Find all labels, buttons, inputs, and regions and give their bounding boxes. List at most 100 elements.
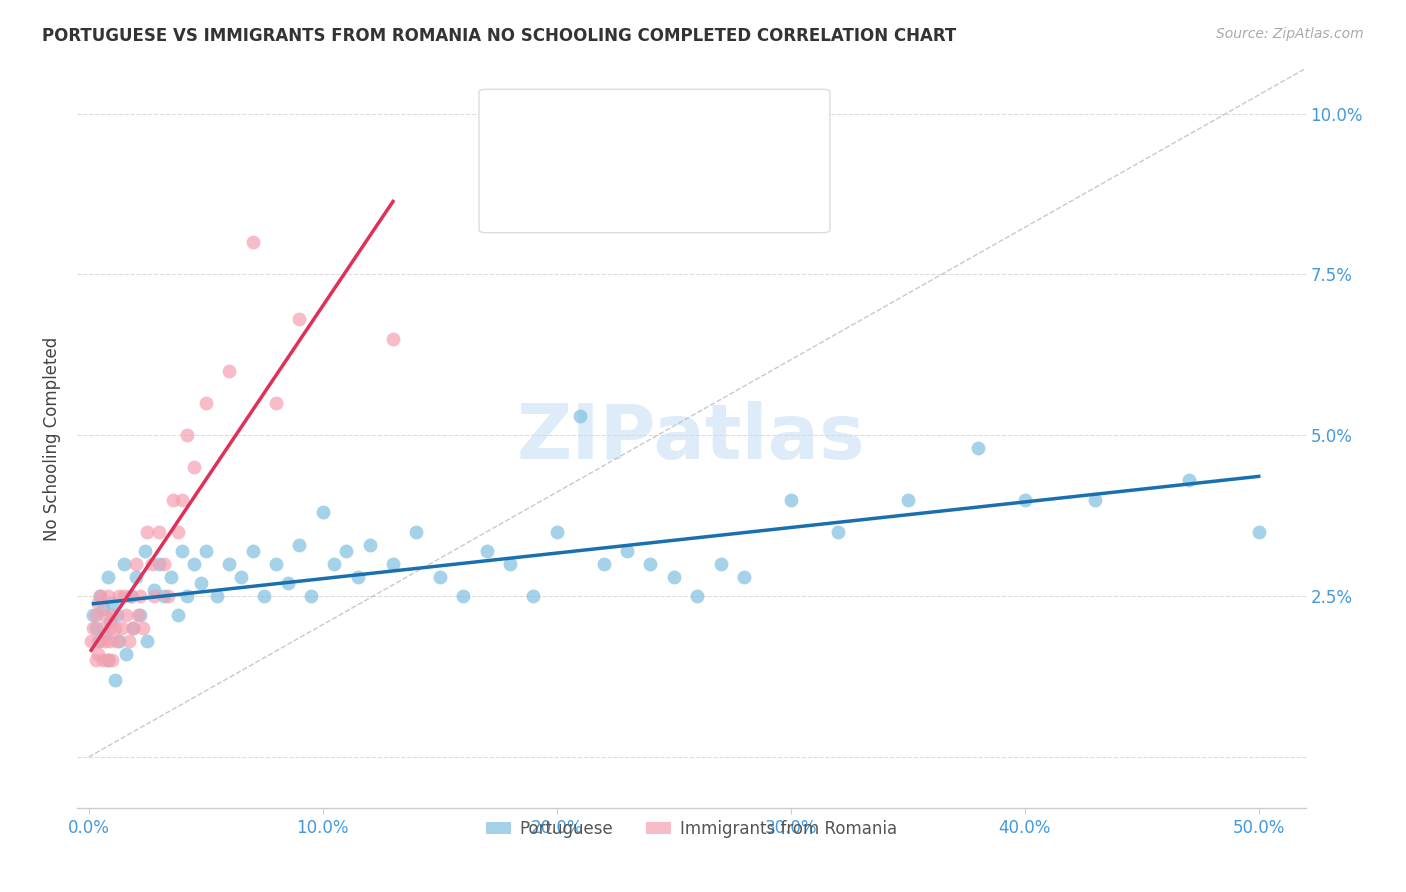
Point (522, 589, 544, 603)
Point (89, 589, 111, 603)
Point (166, 608, 188, 623)
Point (103, 621, 125, 635)
Point (108, 634, 131, 648)
Point (299, 589, 322, 603)
Text: ZIPatlas: ZIPatlas (517, 401, 866, 475)
Point (229, 570, 252, 584)
Point (98, 634, 121, 648)
Point (91, 653, 114, 667)
Point (122, 621, 145, 635)
Point (84, 653, 107, 667)
Point (136, 634, 159, 648)
Point (242, 544, 264, 558)
Point (183, 460, 205, 475)
Point (103, 673, 125, 687)
Point (1014, 492, 1036, 507)
Point (84, 621, 107, 635)
Point (172, 492, 194, 507)
Point (91, 621, 114, 635)
Point (127, 608, 149, 623)
Point (115, 608, 138, 623)
Point (89, 634, 111, 648)
Point (176, 589, 198, 603)
Point (82, 621, 104, 635)
Point (131, 621, 153, 635)
Point (87, 596, 110, 610)
Point (124, 557, 146, 571)
Point (499, 557, 522, 571)
Point (148, 557, 170, 571)
Point (157, 589, 180, 603)
Point (616, 544, 638, 558)
Point (733, 570, 755, 584)
Point (166, 524, 188, 539)
Point (709, 557, 731, 571)
Point (98, 615, 121, 629)
Point (96, 570, 118, 584)
Point (176, 428, 198, 442)
Point (101, 653, 124, 667)
Text: PORTUGUESE VS IMMIGRANTS FROM ROMANIA NO SCHOOLING COMPLETED CORRELATION CHART: PORTUGUESE VS IMMIGRANTS FROM ROMANIA NO… (42, 27, 956, 45)
Point (1177, 473, 1199, 487)
Point (194, 544, 217, 558)
Point (87, 647, 110, 661)
Point (143, 589, 166, 603)
Point (662, 570, 685, 584)
Point (277, 576, 299, 591)
Point (101, 596, 124, 610)
Point (218, 364, 240, 378)
Point (429, 570, 451, 584)
Point (120, 589, 142, 603)
Point (592, 557, 614, 571)
Point (94, 634, 117, 648)
Point (101, 608, 124, 623)
Point (264, 557, 287, 571)
Point (381, 332, 404, 346)
Point (381, 557, 404, 571)
Point (112, 589, 135, 603)
Point (129, 589, 152, 603)
Point (98, 621, 121, 635)
Point (288, 538, 311, 552)
Point (779, 492, 801, 507)
Point (124, 570, 146, 584)
Point (475, 544, 498, 558)
Point (148, 524, 170, 539)
Point (827, 524, 849, 539)
Point (143, 582, 166, 597)
Point (172, 544, 194, 558)
Point (242, 235, 264, 250)
Point (359, 538, 381, 552)
Point (159, 570, 181, 584)
Point (405, 524, 427, 539)
Point (253, 589, 276, 603)
Point (84, 608, 107, 623)
Point (112, 557, 135, 571)
Point (96, 589, 118, 603)
Point (967, 441, 990, 455)
Legend: Portuguese, Immigrants from Romania: Portuguese, Immigrants from Romania (479, 814, 904, 845)
Point (897, 492, 920, 507)
Point (323, 557, 346, 571)
Point (117, 634, 139, 648)
Point (194, 396, 217, 410)
Point (569, 409, 592, 423)
Point (94, 608, 117, 623)
Point (264, 396, 287, 410)
Point (347, 570, 370, 584)
Point (640, 557, 662, 571)
Point (105, 608, 128, 623)
Point (451, 589, 474, 603)
Point (122, 621, 145, 635)
Point (1084, 492, 1107, 507)
Point (91, 602, 114, 616)
Point (190, 576, 212, 591)
Point (129, 608, 152, 623)
Point (96, 653, 118, 667)
Point (162, 492, 184, 507)
Text: Source: ZipAtlas.com: Source: ZipAtlas.com (1216, 27, 1364, 41)
Point (152, 589, 174, 603)
Point (82, 608, 104, 623)
Point (183, 557, 205, 571)
Point (110, 621, 132, 635)
